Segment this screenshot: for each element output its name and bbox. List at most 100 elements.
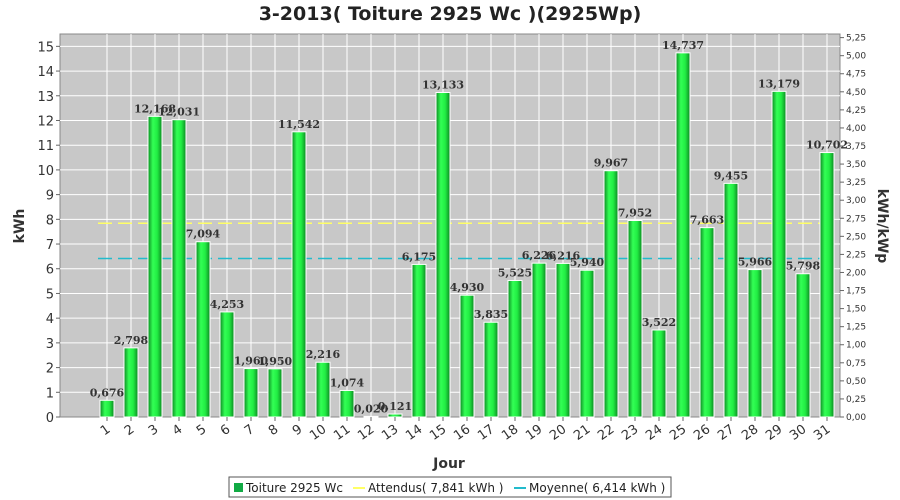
y-tick-label-right: 4,25 (846, 106, 866, 116)
data-label: 10,702 (806, 139, 848, 152)
data-label: 1,074 (330, 376, 365, 389)
bar (819, 152, 835, 418)
bar (291, 131, 307, 418)
bar (435, 91, 451, 418)
reference-lines (98, 222, 836, 260)
y-tick-label-left: 5 (46, 287, 54, 302)
data-label: 9,455 (714, 169, 748, 182)
x-tick-label: 29 (763, 422, 785, 444)
bar (507, 279, 523, 418)
data-label: 7,663 (690, 214, 724, 227)
bar (771, 90, 787, 418)
y-tick-label-right: 1,50 (846, 305, 866, 315)
x-tick-label: 17 (475, 422, 497, 444)
y-tick-label-left: 2 (46, 362, 54, 377)
bar (387, 413, 403, 418)
y-tick-label-right: 1,00 (846, 341, 866, 351)
y-tick-label-right: 5,25 (846, 34, 866, 44)
y-tick-label-right: 0,50 (846, 377, 866, 387)
legend-label-average: Moyenne( 6,414 kWh ) (529, 481, 665, 495)
x-tick-label: 1 (98, 422, 113, 439)
data-label: 2,798 (114, 334, 149, 347)
data-label: 0,020 (354, 402, 389, 415)
y-axis-right: 0,00 0,25 0,50 0,75 1,00 1,25 1,50 1,75 2,00 2,25… (840, 34, 866, 423)
y-tick-label-left: 9 (46, 189, 54, 204)
data-label: 2,216 (306, 348, 341, 361)
bar (627, 220, 643, 418)
y-tick-label-left: 15 (37, 40, 54, 55)
y-axis-title-right: kWh/kWp (874, 189, 890, 264)
data-label: 4,930 (450, 281, 485, 294)
x-tick-label: 3 (146, 422, 161, 439)
bar (651, 329, 667, 418)
x-tick-label: 23 (619, 422, 641, 444)
x-tick-label: 12 (355, 422, 377, 444)
x-tick-label: 8 (266, 422, 281, 439)
x-axis-title: Jour (432, 456, 465, 472)
x-tick-label: 4 (170, 422, 185, 439)
bar (795, 273, 811, 418)
data-label: 12,031 (158, 106, 200, 119)
y-tick-label-right: 5,00 (846, 52, 866, 62)
bar (243, 368, 259, 418)
x-tick-label: 28 (739, 422, 761, 444)
x-tick-label: 19 (523, 422, 545, 444)
data-label: 11,542 (278, 118, 320, 131)
y-tick-label-left: 13 (37, 90, 54, 105)
data-label: 4,253 (210, 298, 244, 311)
data-label: 3,522 (642, 316, 676, 329)
x-tick-label: 14 (403, 422, 425, 444)
x-tick-label: 24 (643, 422, 665, 444)
y-tick-label-right: 1,75 (846, 287, 866, 297)
x-tick-label: 2 (122, 422, 137, 439)
legend-label-bars: Toiture 2925 Wc (245, 481, 343, 495)
bar (483, 321, 499, 418)
bar (723, 182, 739, 418)
y-tick-label-left: 4 (46, 312, 54, 327)
x-tick-label: 26 (691, 422, 713, 444)
y-tick-label-right: 2,50 (846, 232, 866, 242)
x-tick-label: 15 (427, 422, 449, 444)
legend: Toiture 2925 Wc Attendus( 7,841 kWh ) Mo… (228, 476, 672, 498)
bar (339, 389, 355, 418)
bar (531, 262, 547, 418)
bar (171, 119, 187, 418)
data-label: 6,175 (402, 250, 436, 263)
data-label: 13,179 (758, 77, 800, 90)
x-tick-label: 22 (595, 422, 617, 444)
bar (147, 115, 163, 418)
y-axis-title-left: kWh (12, 209, 28, 244)
bar (219, 311, 235, 418)
y-tick-label-left: 7 (46, 238, 54, 253)
y-tick-label-left: 3 (46, 337, 54, 352)
x-axis: 1 2 3 4 5 6 7 8 9 10 11 12 13 14 15 16 17 18 19 20 21 22 23 24 2… (98, 417, 833, 444)
data-label: 3,835 (474, 308, 508, 321)
x-tick-label: 7 (242, 422, 257, 439)
legend-box (228, 476, 672, 498)
bar (315, 361, 331, 418)
y-tick-label-left: 8 (46, 213, 54, 228)
x-tick-label: 20 (547, 422, 569, 444)
x-tick-label: 10 (307, 422, 329, 444)
y-tick-label-right: 3,00 (846, 196, 866, 206)
data-label: 1,950 (258, 355, 293, 368)
data-label: 6,226 (522, 249, 557, 262)
data-label: 0,121 (378, 400, 412, 413)
y-tick-label-left: 14 (37, 65, 54, 80)
y-tick-label-right: 3,75 (846, 142, 866, 152)
bar (747, 269, 763, 418)
data-label: 7,094 (186, 228, 221, 241)
x-tick-label: 6 (218, 422, 233, 439)
y-tick-label-right: 3,50 (846, 160, 866, 170)
data-label: 9,967 (594, 157, 628, 170)
data-label: 13,133 (422, 78, 464, 91)
y-tick-label-right: 1,25 (846, 323, 866, 333)
x-tick-label: 31 (811, 422, 833, 444)
y-tick-label-right: 4,50 (846, 88, 866, 98)
data-label: 12,168 (134, 102, 176, 115)
bar (555, 262, 571, 418)
y-tick-label-right: 4,75 (846, 70, 866, 80)
